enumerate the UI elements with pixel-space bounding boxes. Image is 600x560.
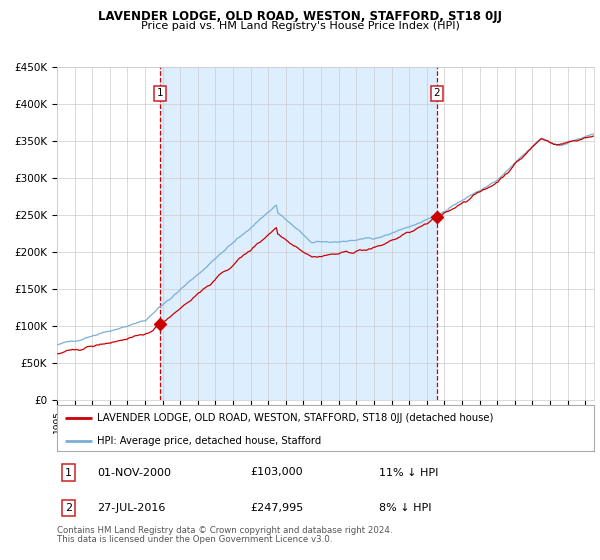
Text: LAVENDER LODGE, OLD ROAD, WESTON, STAFFORD, ST18 0JJ (detached house): LAVENDER LODGE, OLD ROAD, WESTON, STAFFO… <box>97 413 494 423</box>
Text: 2: 2 <box>433 88 440 98</box>
Text: This data is licensed under the Open Government Licence v3.0.: This data is licensed under the Open Gov… <box>57 535 332 544</box>
Text: 1: 1 <box>65 468 73 478</box>
Text: Contains HM Land Registry data © Crown copyright and database right 2024.: Contains HM Land Registry data © Crown c… <box>57 526 392 535</box>
Text: LAVENDER LODGE, OLD ROAD, WESTON, STAFFORD, ST18 0JJ: LAVENDER LODGE, OLD ROAD, WESTON, STAFFO… <box>98 10 502 23</box>
Text: 27-JUL-2016: 27-JUL-2016 <box>97 503 166 513</box>
Bar <box>160 67 437 400</box>
Text: £103,000: £103,000 <box>250 468 303 478</box>
Text: 2: 2 <box>65 503 73 513</box>
Text: HPI: Average price, detached house, Stafford: HPI: Average price, detached house, Staf… <box>97 436 322 446</box>
Text: £247,995: £247,995 <box>250 503 304 513</box>
Text: 1: 1 <box>157 88 163 98</box>
Text: Price paid vs. HM Land Registry's House Price Index (HPI): Price paid vs. HM Land Registry's House … <box>140 21 460 31</box>
Text: 01-NOV-2000: 01-NOV-2000 <box>97 468 171 478</box>
Text: 11% ↓ HPI: 11% ↓ HPI <box>379 468 439 478</box>
Text: 8% ↓ HPI: 8% ↓ HPI <box>379 503 432 513</box>
